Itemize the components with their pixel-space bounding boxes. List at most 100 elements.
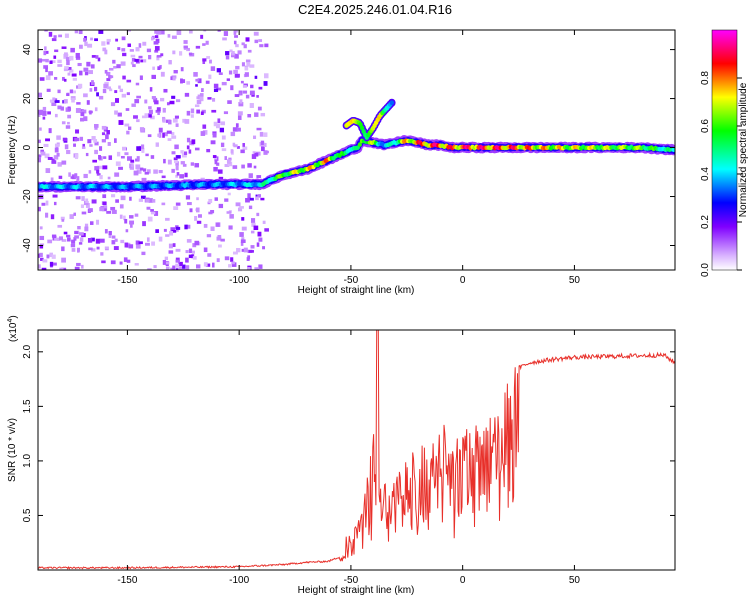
noise-cell (45, 75, 51, 81)
noise-cell (75, 129, 80, 134)
noise-cell (40, 151, 46, 156)
noise-cell (230, 149, 234, 154)
noise-cell (112, 59, 116, 64)
noise-cell (120, 61, 126, 66)
noise-cell (61, 160, 67, 165)
noise-cell (94, 86, 98, 92)
noise-cell (172, 118, 178, 123)
noise-cell (49, 99, 55, 103)
noise-cell (104, 229, 108, 234)
noise-cell (84, 223, 89, 228)
noise-cell (154, 46, 160, 51)
noise-cell (247, 193, 251, 199)
y-tick-label: 20 (22, 93, 33, 105)
y-tick-label: 2.0 (22, 344, 33, 358)
noise-cell (185, 250, 189, 254)
noise-cell (202, 43, 206, 46)
noise-cell (170, 227, 176, 232)
noise-cell (39, 127, 42, 131)
noise-cell (67, 107, 72, 111)
noise-cell (229, 214, 234, 219)
noise-cell (147, 134, 152, 138)
noise-cell (194, 240, 200, 246)
noise-cell (135, 82, 140, 86)
noise-cell (130, 61, 134, 65)
noise-cell (117, 112, 122, 117)
noise-cell (89, 144, 93, 147)
noise-cell (48, 71, 53, 76)
noise-cell (110, 75, 114, 79)
noise-cell (240, 241, 244, 246)
noise-cell (138, 43, 142, 48)
noise-cell (51, 160, 57, 164)
noise-cell (85, 203, 90, 208)
noise-cell (39, 226, 43, 230)
noise-cell (206, 234, 212, 238)
noise-cell (81, 146, 86, 149)
noise-cell (160, 71, 165, 77)
noise-cell (87, 139, 92, 144)
noise-cell (154, 35, 159, 39)
noise-cell (251, 222, 256, 227)
noise-cell (154, 100, 159, 105)
noise-cell (127, 30, 131, 32)
x-tick-label: -50 (344, 275, 359, 286)
noise-cell (189, 208, 193, 213)
noise-cell (78, 232, 84, 236)
noise-cell (75, 196, 81, 200)
noise-cell (172, 50, 176, 55)
noise-cell (57, 59, 62, 64)
noise-cell (180, 78, 183, 84)
noise-cell (222, 37, 227, 41)
noise-cell (255, 196, 259, 201)
noise-cell (259, 131, 264, 137)
noise-cell (61, 121, 66, 125)
noise-cell (121, 36, 126, 41)
noise-cell (153, 41, 159, 45)
noise-cell (104, 49, 108, 55)
noise-cell (263, 81, 268, 86)
noise-cell (245, 94, 250, 99)
noise-cell (145, 153, 149, 157)
noise-cell (57, 64, 63, 67)
noise-cell (186, 81, 191, 85)
noise-cell (214, 157, 218, 162)
noise-cell (205, 80, 210, 84)
noise-cell (105, 134, 109, 140)
noise-cell (176, 155, 181, 159)
noise-cell (129, 163, 133, 169)
noise-cell (173, 206, 179, 211)
noise-cell (134, 99, 140, 104)
noise-cell (258, 86, 263, 90)
noise-cell (52, 194, 58, 198)
noise-cell (75, 52, 80, 58)
noise-cell (40, 257, 44, 261)
noise-cell (183, 151, 188, 155)
noise-cell (61, 219, 65, 222)
noise-cell (235, 202, 241, 207)
noise-cell (106, 78, 111, 82)
noise-cell (130, 54, 136, 58)
noise-cell (189, 30, 193, 34)
noise-cell (51, 234, 57, 238)
noise-cell (144, 99, 148, 104)
noise-cell (110, 260, 116, 265)
noise-cell (106, 210, 112, 214)
noise-cell (179, 51, 183, 56)
noise-cell (235, 65, 240, 70)
noise-cell (103, 83, 109, 89)
noise-cell (264, 150, 269, 154)
noise-cell (255, 194, 259, 198)
noise-cell (91, 136, 96, 141)
noise-cell (80, 204, 85, 209)
noise-cell (190, 114, 194, 118)
noise-cell (71, 239, 76, 244)
noise-cell (217, 169, 223, 174)
spectrogram-y-axis-label: Frequency (Hz) (7, 116, 18, 185)
noise-cell (88, 170, 92, 174)
noise-cell (228, 225, 233, 230)
noise-cell (151, 74, 157, 79)
noise-cell (74, 173, 78, 179)
noise-cell (126, 130, 130, 135)
noise-cell (229, 49, 233, 53)
